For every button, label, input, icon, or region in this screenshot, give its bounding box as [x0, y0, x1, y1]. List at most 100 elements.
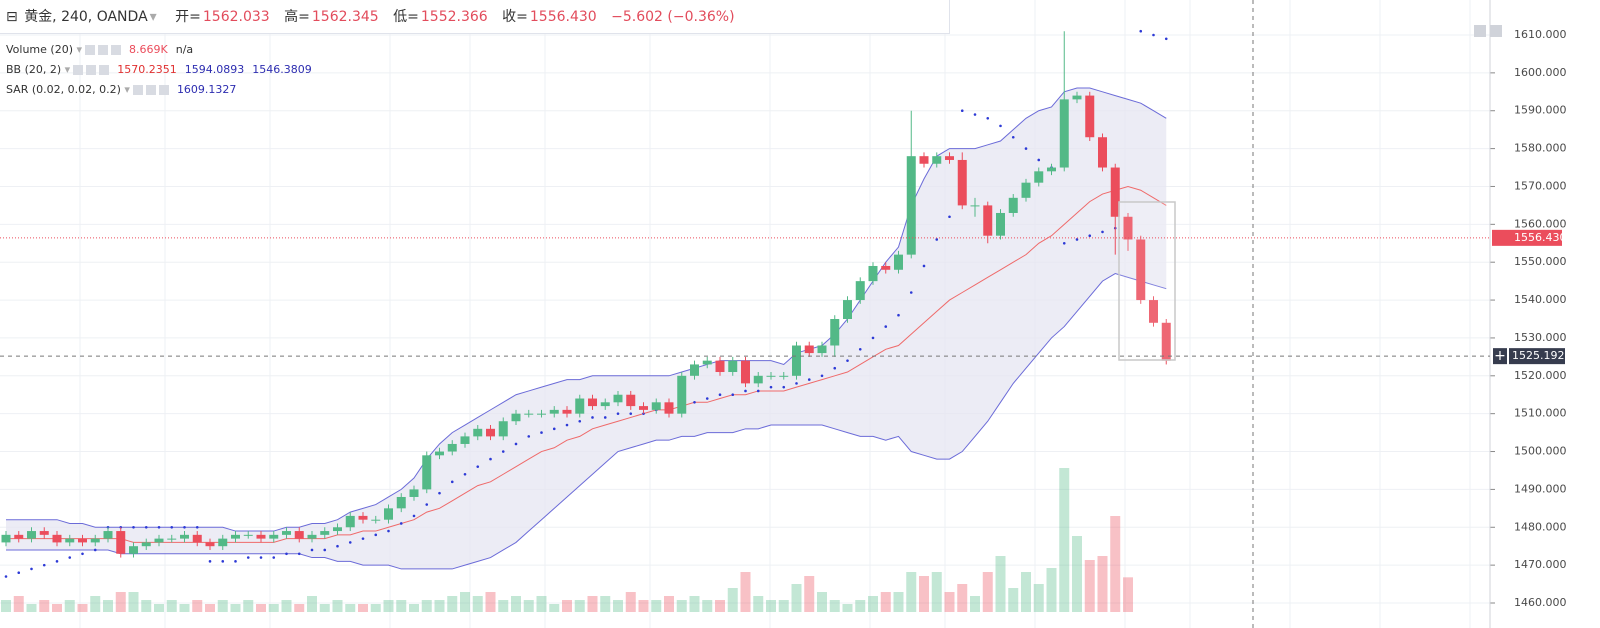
- candle-body: [945, 156, 954, 160]
- indicator-row[interactable]: SAR (0.02, 0.02, 0.2) ▾ 1609.1327: [6, 83, 236, 96]
- indicator-icon[interactable]: [86, 65, 97, 75]
- indicator-icon[interactable]: [132, 85, 143, 95]
- volume-bar: [460, 592, 470, 612]
- sar-dot: [744, 389, 747, 393]
- volume-bar: [1110, 516, 1121, 612]
- sar-dot: [438, 491, 441, 495]
- y-tick-label: 1610.000: [1514, 28, 1567, 41]
- candle-body: [384, 508, 393, 520]
- volume-bar: [957, 584, 968, 612]
- sar-dot: [514, 442, 518, 446]
- sar-dot: [846, 359, 849, 362]
- indicator-icon[interactable]: [99, 65, 110, 75]
- volume-bar: [1059, 468, 1070, 612]
- ohlc-value: 1562.033: [202, 9, 270, 25]
- sar-dot: [489, 457, 492, 461]
- sar-dot: [195, 525, 199, 529]
- candle-body: [256, 534, 266, 539]
- sar-dot: [55, 560, 59, 563]
- volume-bar: [613, 600, 623, 612]
- y-tick-label: 1590.000: [1514, 104, 1567, 117]
- symbol-title[interactable]: 黄金, 240, OANDA: [24, 9, 148, 25]
- candle-body: [957, 159, 967, 206]
- candle-body: [1085, 95, 1095, 138]
- pane-button[interactable]: [1490, 25, 1502, 37]
- candle-body: [435, 451, 444, 456]
- indicator-name[interactable]: SAR (0.02, 0.02, 0.2): [6, 83, 121, 96]
- indicator-name[interactable]: BB (20, 2): [6, 63, 62, 76]
- candle-body: [511, 413, 521, 422]
- candle-body: [779, 375, 789, 377]
- candle-body: [843, 300, 852, 319]
- volume-bar: [549, 604, 560, 612]
- candle-body: [282, 531, 291, 535]
- sar-dot: [450, 480, 454, 484]
- volume-bar: [13, 596, 24, 612]
- y-tick-label: 1580.000: [1514, 142, 1567, 155]
- sar-dot: [858, 347, 862, 351]
- volume-bar: [676, 600, 687, 612]
- indicator-row[interactable]: BB (20, 2) ▾ 1570.2351 1594.0893 1546.3809: [6, 63, 312, 76]
- volume-bar: [600, 596, 611, 612]
- volume-bar: [421, 600, 432, 612]
- sar-dot: [208, 560, 212, 563]
- price-change: −5.602 (−0.36%): [611, 9, 735, 25]
- indicator-icon[interactable]: [85, 45, 96, 55]
- sar-dot: [1164, 37, 1168, 41]
- dropdown-arrow[interactable]: ▾: [120, 83, 130, 96]
- sar-dot: [603, 416, 607, 419]
- volume-bar: [1021, 572, 1031, 612]
- candle-body: [409, 489, 419, 497]
- candle-body: [167, 538, 177, 540]
- volume-bar: [64, 600, 75, 612]
- volume-bar: [205, 604, 215, 612]
- candle-body: [231, 534, 240, 539]
- candle-body: [1161, 322, 1171, 361]
- dropdown-arrow[interactable]: ▾: [73, 43, 83, 56]
- candle-body: [39, 531, 49, 535]
- indicator-icon[interactable]: [98, 45, 109, 55]
- indicator-row[interactable]: Volume (20) ▾ 8.669K n/a: [6, 43, 193, 56]
- indicator-value: 1609.1327: [176, 83, 237, 96]
- sar-dot: [565, 423, 569, 427]
- candle-body: [1136, 239, 1146, 301]
- indicator-name[interactable]: Volume (20): [6, 43, 73, 56]
- crosshair-plus: +: [1494, 348, 1506, 364]
- volume-bar: [396, 600, 407, 612]
- candle-body: [14, 534, 24, 539]
- candle-body: [855, 281, 865, 301]
- volume-bar: [562, 600, 572, 612]
- candle-body: [894, 254, 903, 270]
- sar-dot: [527, 435, 531, 438]
- sar-dot: [285, 552, 288, 556]
- indicator-icon[interactable]: [158, 85, 169, 95]
- indicator-icon[interactable]: [73, 65, 84, 75]
- sar-dot: [1024, 147, 1028, 150]
- sar-dot: [68, 556, 72, 559]
- volume-bar: [294, 604, 305, 612]
- sar-dot: [897, 313, 900, 317]
- ohlc-value: 1562.345: [311, 9, 379, 25]
- indicator-icon[interactable]: [145, 85, 156, 95]
- indicator-icon[interactable]: [111, 45, 122, 55]
- collapse-icon[interactable]: ⊟: [6, 9, 18, 25]
- sar-dot: [705, 397, 709, 400]
- candle-body: [205, 542, 215, 547]
- dropdown-arrow[interactable]: ▾: [149, 9, 157, 25]
- sar-dot: [476, 465, 480, 468]
- volume-bar: [753, 596, 764, 612]
- sar-dot: [833, 366, 837, 370]
- candle-body: [333, 527, 342, 532]
- candle-body: [180, 534, 189, 539]
- candle-body: [129, 546, 138, 554]
- dropdown-arrow[interactable]: ▾: [61, 63, 71, 76]
- candle-body: [294, 531, 304, 539]
- volume-bar: [995, 556, 1006, 612]
- volume-bar: [26, 604, 37, 612]
- sar-dot: [1101, 230, 1104, 234]
- volume-bar: [702, 600, 713, 612]
- candle-body: [613, 394, 623, 403]
- pane-button[interactable]: [1474, 25, 1486, 37]
- volume-bar: [281, 600, 292, 612]
- sar-dot: [1037, 158, 1041, 162]
